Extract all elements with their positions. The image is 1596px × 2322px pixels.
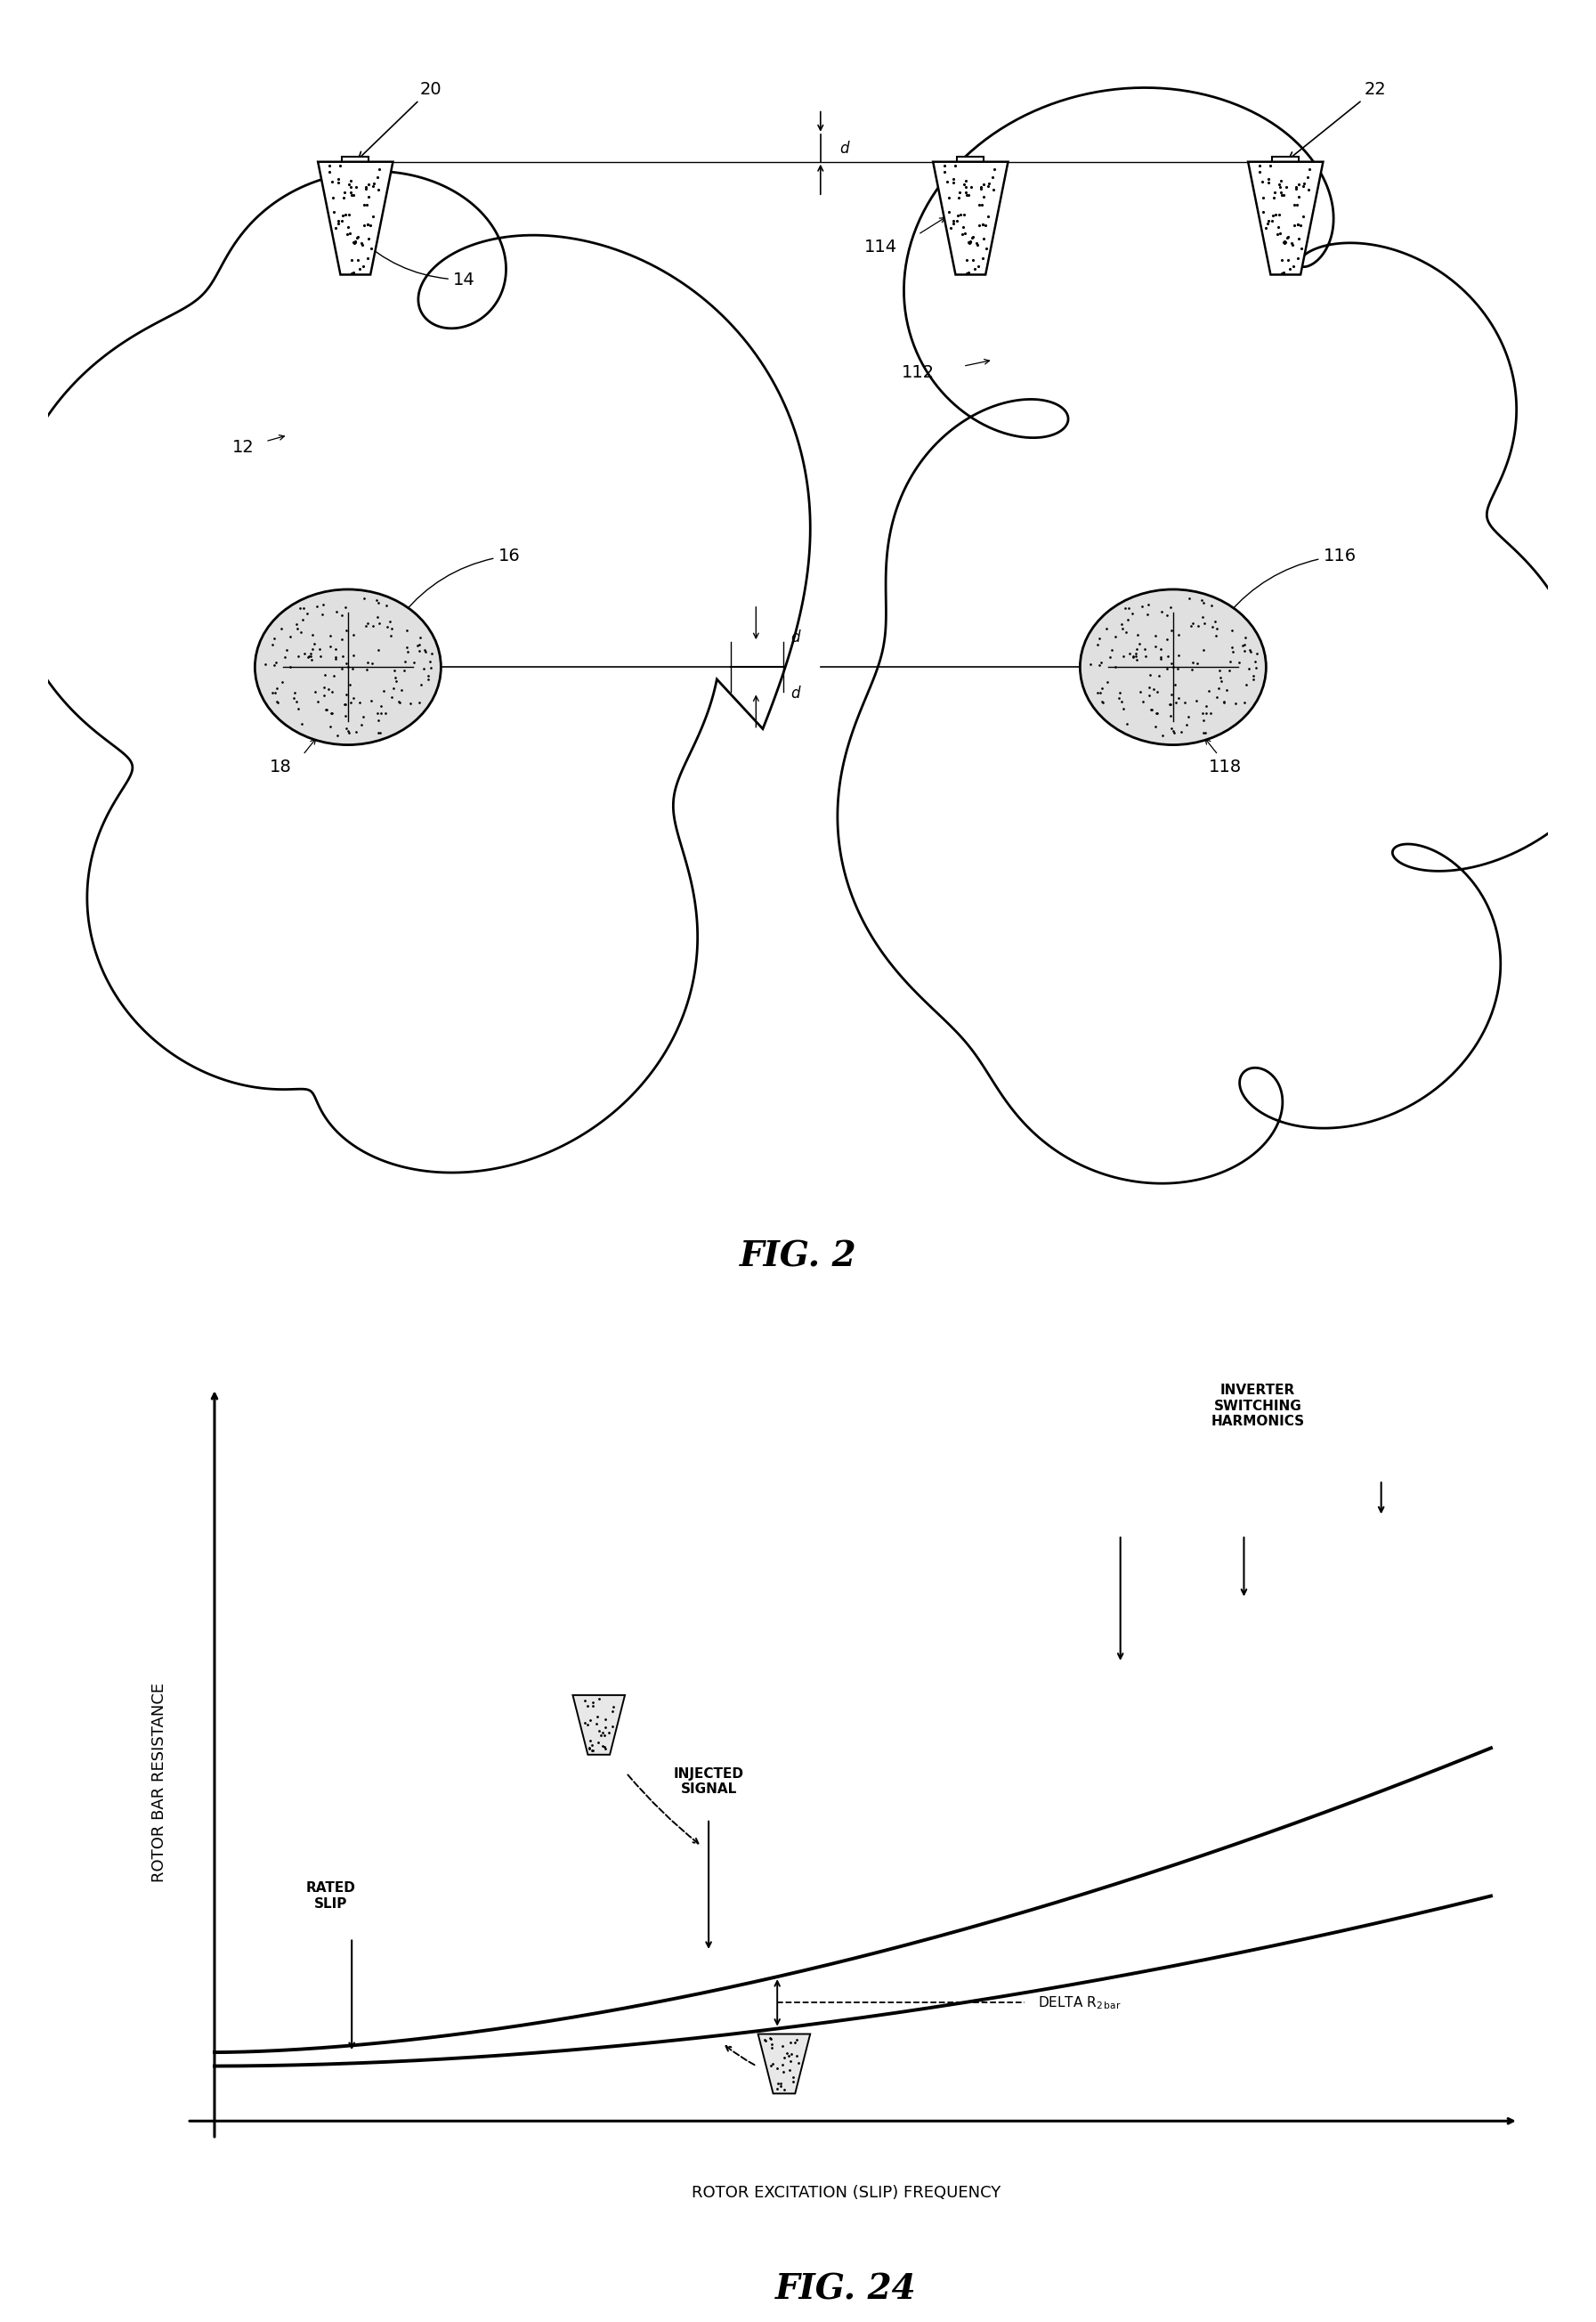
Polygon shape (958, 158, 985, 172)
Text: 116: 116 (1227, 548, 1357, 613)
Text: ROTOR BAR RESISTANCE: ROTOR BAR RESISTANCE (152, 1683, 168, 1881)
Text: 16: 16 (402, 548, 520, 613)
Text: FIG. 2: FIG. 2 (739, 1240, 857, 1272)
Text: ROTOR EXCITATION (SLIP) FREQUENCY: ROTOR EXCITATION (SLIP) FREQUENCY (691, 2185, 1001, 2201)
Circle shape (1080, 590, 1266, 745)
Text: 12: 12 (231, 439, 254, 455)
Text: INVERTER
SWITCHING
HARMONICS: INVERTER SWITCHING HARMONICS (1211, 1384, 1304, 1428)
Text: 18: 18 (270, 759, 292, 776)
Text: 114: 114 (863, 239, 897, 255)
Polygon shape (1272, 158, 1299, 172)
Text: 20: 20 (359, 81, 442, 158)
Polygon shape (342, 158, 369, 172)
Text: 22: 22 (1290, 81, 1387, 160)
Polygon shape (318, 163, 393, 274)
Text: DELTA R$_{2\,\mathrm{bar}}$: DELTA R$_{2\,\mathrm{bar}}$ (1037, 1995, 1122, 2011)
Text: d: d (839, 142, 849, 158)
Text: 14: 14 (358, 237, 476, 288)
Polygon shape (6, 172, 811, 1173)
Text: FIG. 24: FIG. 24 (776, 2273, 916, 2306)
Polygon shape (573, 1695, 626, 1755)
Polygon shape (838, 88, 1596, 1184)
Text: 118: 118 (1210, 759, 1242, 776)
Text: d: d (790, 629, 800, 646)
Polygon shape (934, 163, 1009, 274)
Polygon shape (1248, 163, 1323, 274)
Circle shape (255, 590, 440, 745)
Text: d: d (790, 685, 800, 701)
Text: 112: 112 (902, 365, 935, 381)
Text: RATED
SLIP: RATED SLIP (306, 1881, 356, 1911)
Text: INJECTED
SIGNAL: INJECTED SIGNAL (674, 1767, 744, 1795)
Polygon shape (758, 2034, 811, 2094)
